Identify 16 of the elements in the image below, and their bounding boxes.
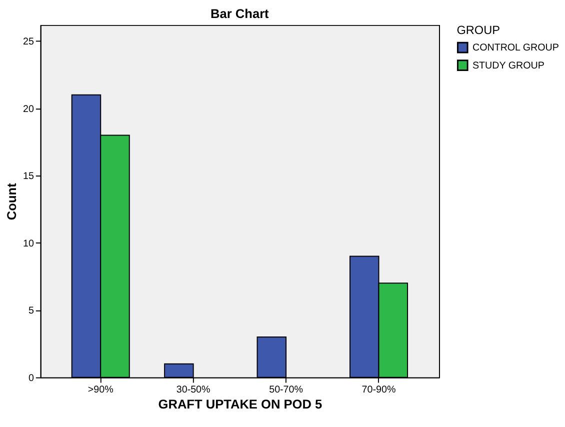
x-tick-label: 50-70% xyxy=(269,384,304,396)
x-axis-title: GRAFT UPTAKE ON POD 5 xyxy=(158,396,322,412)
legend-label: STUDY GROUP xyxy=(472,60,545,72)
x-tick-label: 70-90% xyxy=(362,384,396,396)
y-tick-label: 10 xyxy=(23,238,34,250)
legend-title: GROUP xyxy=(456,22,500,37)
y-tick-label: 5 xyxy=(28,306,34,317)
y-tick-label: 25 xyxy=(23,36,34,48)
y-tick-label: 0 xyxy=(28,372,34,384)
chart-title: Bar Chart xyxy=(210,6,270,22)
legend-label: CONTROL GROUP xyxy=(472,42,560,54)
y-tick-label: 20 xyxy=(23,104,34,115)
x-tick-label: >90% xyxy=(88,384,114,396)
y-axis-title: Count xyxy=(4,182,20,220)
x-tick-label: 30-50% xyxy=(176,384,211,396)
y-tick-label: 15 xyxy=(23,171,34,182)
